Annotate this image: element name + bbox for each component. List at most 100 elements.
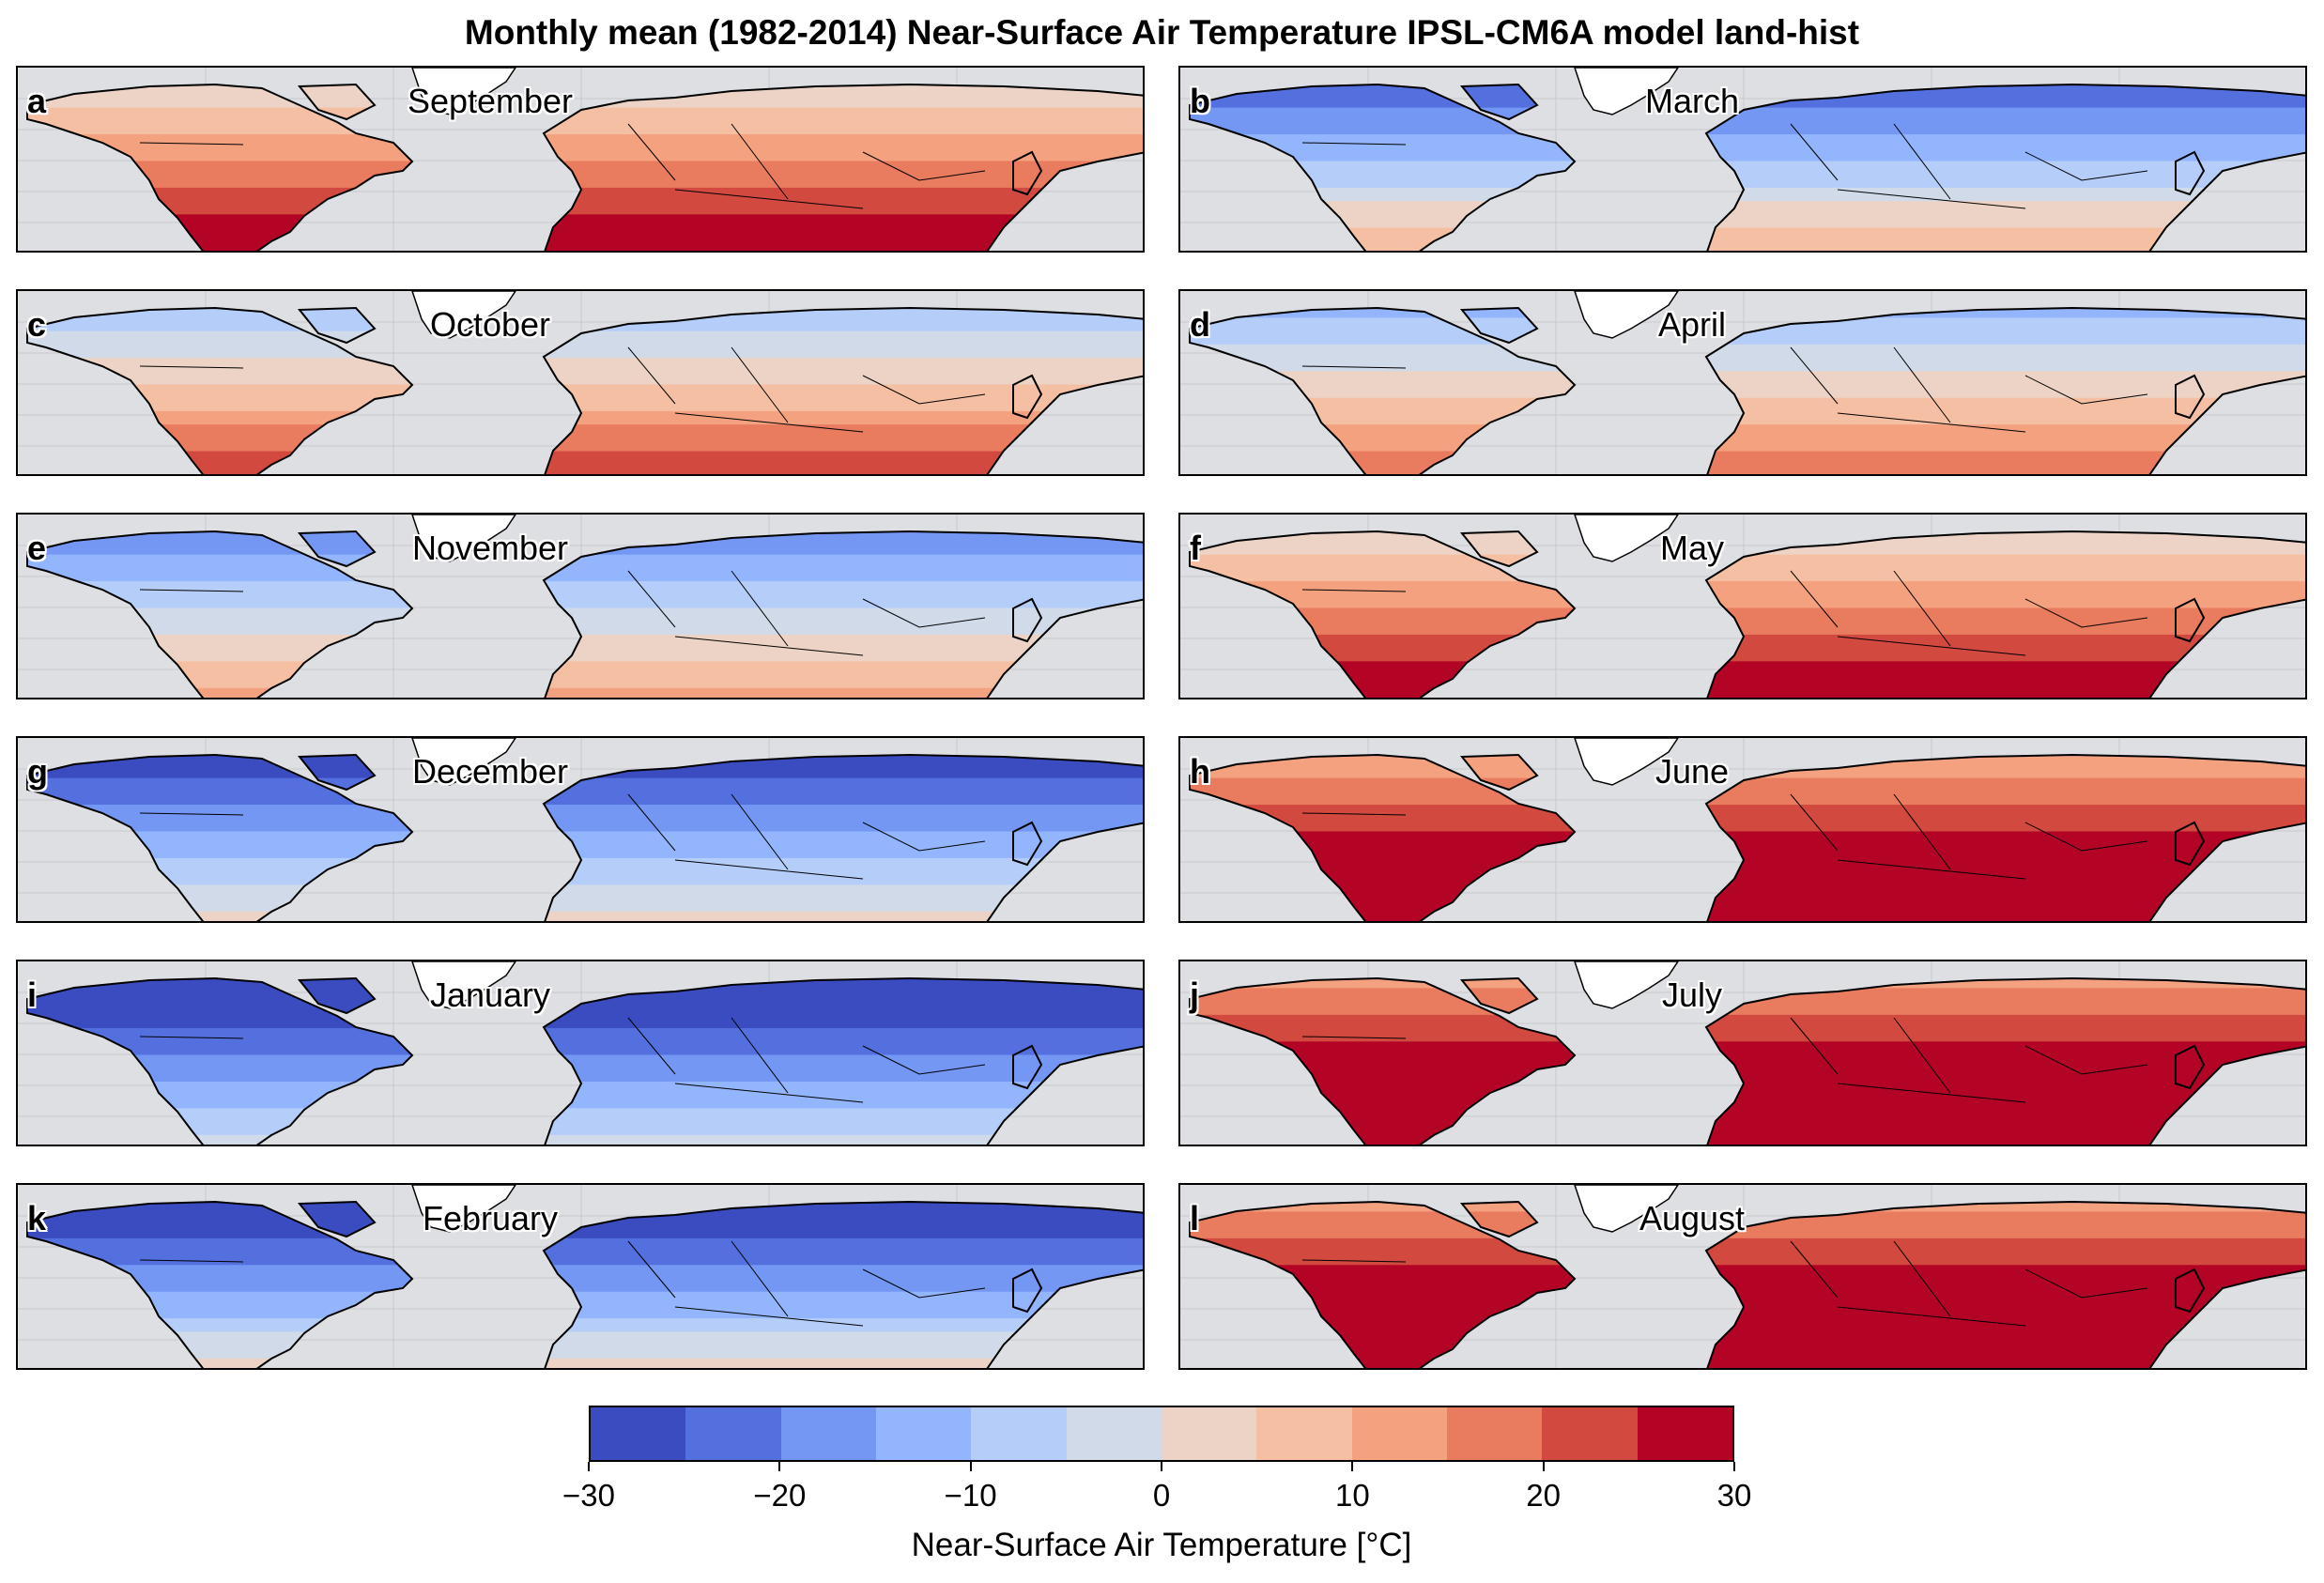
temperature-band [27,661,1143,676]
map-panel-k: k February [16,1183,1145,1370]
temperature-band [27,174,1143,189]
temperature-band [1190,634,2305,650]
temperature-band [1190,1265,2305,1280]
country-border [1837,1306,2026,1327]
greenland-ice [411,1185,516,1233]
colorbar-tick-label: −20 [753,1478,807,1513]
temperature-map [18,68,1143,251]
country-border [1301,1259,1407,1263]
temperature-band [1190,687,2305,698]
temperature-band [27,1014,1143,1030]
country-border [1837,1083,2026,1103]
coastline [542,306,1143,474]
country-border [2024,375,2148,405]
map-panel-l: l August [1178,1183,2307,1370]
temperature-band [1190,187,2305,203]
panel-letter: e [27,529,47,567]
country-border [627,123,676,181]
temperature-map [18,961,1143,1145]
temperature-band [27,581,1143,596]
map-panel-h: h June [1178,736,2307,923]
country-border [1790,1017,1839,1075]
coastline [1189,83,1577,251]
temperature-band [27,134,1143,149]
panel-letter: j [1190,976,1200,1014]
coastline [1012,597,1043,643]
colorbar-segment [685,1407,781,1460]
greenland-ice [411,291,516,339]
temperature-band [27,1237,1143,1253]
country-border [674,636,864,656]
temperature-band [1190,1331,2305,1346]
coastline [1459,1200,1539,1238]
colorbar-tick [1161,1462,1162,1471]
temperature-band [1190,1001,2305,1016]
month-label: March [1644,82,1740,120]
colorbar-label: Near-Surface Air Temperature [°C] [911,1527,1412,1563]
temperature-band [1190,464,2305,474]
panel-letter: l [1190,1199,1200,1237]
colorbar-segment [780,1407,876,1460]
coastline [2175,150,2206,196]
country-border [627,793,676,852]
country-border [1893,793,1951,870]
temperature-band [1190,581,2305,596]
coastline [1189,306,1577,474]
temperature-band [27,438,1143,453]
country-border [1837,859,2026,880]
temperature-band [27,1108,1143,1123]
coastline [1459,83,1539,121]
country-border [862,151,986,181]
country-border [1837,636,2026,656]
coastline [1189,1200,1577,1368]
country-border [731,793,789,870]
greenland-ice [1574,1185,1679,1233]
temperature-band [1190,1068,2305,1083]
temperature-band [27,1081,1143,1097]
map-panel-c: c October [16,289,1145,476]
temperature-band [1190,397,2305,412]
temperature-band [27,1068,1143,1083]
temperature-band [1190,107,2305,122]
country-border [1790,570,1839,628]
country-border [674,189,864,209]
colorbar-tick-label: −10 [944,1478,997,1513]
colorbar-segment [1066,1407,1162,1460]
month-label: May [1659,529,1724,567]
coastline [2175,1268,2206,1314]
colorbar-segment [875,1407,972,1460]
coastline [1704,83,2305,251]
greenland-ice [1574,68,1679,115]
temperature-band [27,1278,1143,1293]
temperature-band [1190,1304,2305,1320]
panel-letter: k [27,1199,47,1237]
temperature-band [1190,857,2305,873]
coastline [297,306,377,345]
temperature-band [1190,648,2305,663]
temperature-band [27,397,1143,412]
temperature-band [1190,554,2305,569]
coastline [542,976,1143,1145]
temperature-band [1190,805,2305,820]
coastline [542,83,1143,251]
month-label: January [429,976,551,1014]
panel-letter: i [27,976,38,1014]
country-border [1893,570,1951,647]
country-border [674,1083,864,1103]
temperature-band [27,1318,1143,1333]
temperature-band [27,358,1143,373]
temperature-band [1190,1041,2305,1056]
temperature-band [1190,424,2305,439]
temperature-band [1190,831,2305,846]
country-border [862,1045,986,1075]
temperature-band [1190,1278,2305,1293]
coastline [2175,374,2206,420]
country-border [1301,365,1407,369]
temperature-band [1190,1237,2305,1253]
coastline [542,753,1143,921]
country-border [731,1240,789,1317]
country-border [674,1306,864,1327]
coastline [1704,1200,2305,1368]
country-border [1301,812,1407,816]
temperature-band [1190,1318,2305,1333]
